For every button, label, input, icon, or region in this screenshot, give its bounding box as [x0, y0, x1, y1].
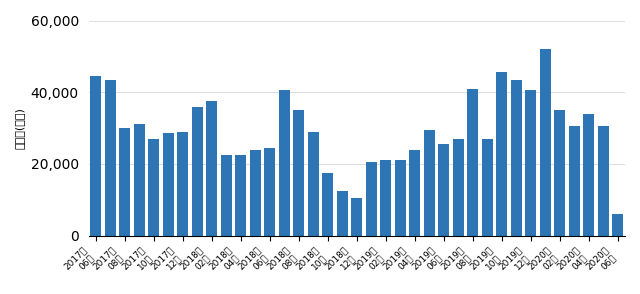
Bar	[293, 110, 304, 235]
Bar	[496, 73, 507, 235]
Bar	[105, 80, 116, 235]
Bar	[453, 139, 464, 235]
Bar	[221, 155, 232, 235]
Bar	[467, 88, 478, 235]
Bar	[612, 214, 623, 235]
Bar	[569, 126, 580, 235]
Bar	[511, 80, 522, 235]
Bar	[366, 162, 377, 235]
Y-axis label: 거래량(건수): 거래량(건수)	[15, 107, 25, 149]
Bar	[598, 126, 609, 235]
Bar	[438, 144, 449, 235]
Bar	[206, 101, 217, 235]
Bar	[525, 90, 536, 235]
Bar	[192, 106, 203, 235]
Bar	[163, 133, 173, 235]
Bar	[554, 110, 565, 235]
Bar	[424, 130, 435, 235]
Bar	[250, 150, 260, 235]
Bar	[119, 128, 130, 235]
Bar	[482, 139, 493, 235]
Bar	[308, 132, 319, 235]
Bar	[279, 90, 290, 235]
Bar	[410, 150, 420, 235]
Bar	[323, 173, 333, 235]
Bar	[134, 124, 145, 235]
Bar	[380, 160, 391, 235]
Bar	[177, 132, 188, 235]
Bar	[583, 114, 594, 235]
Bar	[395, 160, 406, 235]
Bar	[351, 198, 362, 235]
Bar	[337, 191, 348, 235]
Bar	[90, 76, 101, 235]
Bar	[148, 139, 159, 235]
Bar	[540, 49, 550, 235]
Bar	[264, 148, 275, 235]
Bar	[236, 155, 246, 235]
